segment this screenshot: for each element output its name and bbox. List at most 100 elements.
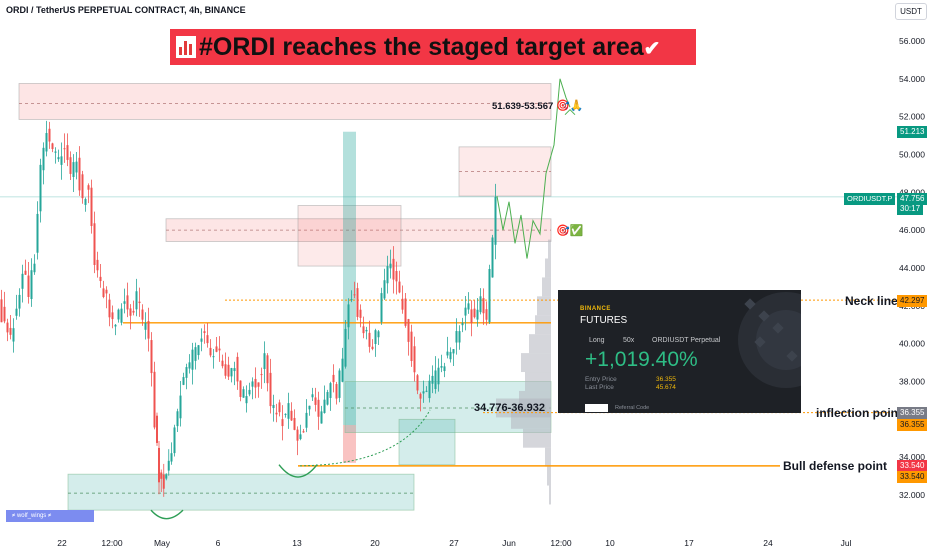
candle-body (356, 288, 359, 317)
candle-body (314, 397, 317, 405)
candle-body (485, 309, 488, 320)
candle-body (398, 281, 401, 293)
double-bottom-arc-1 (150, 509, 184, 520)
candle-body (147, 321, 150, 339)
resistance-box (297, 205, 402, 267)
candle-body (482, 298, 485, 314)
y-tick-label: 38.000 (899, 376, 925, 386)
inflection-price-tag: 36.355 (897, 407, 928, 419)
candle-body (0, 299, 3, 323)
candle-body (156, 415, 158, 443)
candle-body (347, 304, 350, 328)
volume-profile (496, 239, 551, 505)
chart-zones (18, 83, 552, 511)
volume-bar (523, 428, 551, 448)
candle-body (344, 328, 347, 367)
candle-body (57, 157, 60, 160)
candle-body (323, 399, 326, 413)
candle-body (153, 371, 156, 428)
inflection-label: inflection point (816, 406, 902, 420)
candle-body (200, 338, 203, 342)
card-decoration-icon (738, 292, 801, 388)
card-last-value: 45.674 (656, 384, 676, 391)
y-tick-label: 32.000 (899, 490, 925, 500)
projection-line (496, 78, 571, 259)
candle-body (350, 299, 353, 301)
candle-body (15, 308, 18, 316)
author-watermark: ≠ wolf_wings ≠ (6, 510, 94, 522)
candle-body (281, 419, 284, 427)
candle-body (467, 303, 470, 310)
candle-body (48, 128, 51, 142)
candle-body (254, 378, 257, 388)
card-brand: BINANCE (580, 306, 611, 312)
card-entry-value: 36.355 (656, 376, 676, 383)
x-tick-label: Jul (840, 538, 852, 548)
candle-body (132, 310, 135, 313)
candle-body (284, 413, 287, 415)
support-zone-label: 34.776-36.932 (474, 402, 545, 414)
candle-body (129, 308, 132, 316)
candle-body (167, 460, 170, 471)
candle-body (338, 370, 341, 398)
candle-body (329, 383, 332, 398)
candle-body (470, 309, 473, 324)
candle-body (257, 382, 260, 387)
volume-bar (545, 447, 551, 467)
candle-body (278, 402, 281, 413)
currency-button[interactable]: USDT (895, 3, 927, 20)
candle-body (179, 395, 182, 419)
candle-body (176, 411, 179, 427)
candle-body (353, 294, 356, 296)
bull-defense-label: Bull defense point (783, 459, 888, 473)
candle-body (150, 340, 153, 374)
volume-bar (547, 466, 551, 486)
target-icons: 🎯🙏 (556, 100, 584, 112)
card-last-label: Last Price (585, 384, 614, 391)
candle-body (299, 434, 302, 440)
midzone-icons: 🎯✅ (556, 225, 584, 237)
candle-body (365, 329, 368, 332)
candle-body (69, 157, 72, 174)
candle-body (224, 364, 227, 376)
candle-body (239, 380, 242, 397)
candle-body (473, 308, 476, 318)
binance-pnl-card: BINANCE FUTURES Long 50x ORDIUSDT Perpet… (558, 290, 801, 413)
projection-path (496, 78, 576, 259)
candle-body (111, 312, 114, 320)
candlestick-series (0, 120, 497, 497)
x-tick-label: 6 (215, 538, 221, 548)
candle-body (105, 289, 108, 294)
candle-body (446, 351, 449, 356)
candle-body (311, 394, 314, 398)
x-tick-label: 12:00 (101, 538, 123, 548)
candle-body (9, 327, 12, 335)
candle-body (386, 266, 389, 284)
candle-body (236, 356, 239, 382)
candle-body (368, 332, 371, 347)
candle-body (443, 366, 446, 372)
volume-bar (521, 353, 551, 373)
bar-chart-icon (176, 36, 196, 58)
candle-body (117, 309, 120, 320)
x-tick-label: 24 (763, 538, 773, 548)
x-tick-label: 22 (57, 538, 67, 548)
card-leverage: 50x (623, 337, 635, 344)
candle-body (377, 331, 380, 338)
candle-body (141, 309, 144, 320)
y-tick-label: 50.000 (899, 149, 925, 159)
candle-body (90, 187, 93, 227)
volume-bar (519, 390, 551, 410)
price-tag-upper: 51.213 (897, 126, 928, 138)
candle-body (431, 375, 434, 384)
candle-body (362, 326, 365, 334)
card-symbol: ORDIUSDT Perpetual (652, 337, 721, 344)
volume-bar (535, 315, 551, 335)
candle-body (138, 301, 141, 304)
candle-body (212, 356, 215, 358)
candle-body (96, 259, 99, 271)
candle-body (389, 263, 392, 269)
candle-body (120, 308, 123, 323)
candle-body (215, 346, 218, 352)
neck-price-tag: 42.297 (897, 295, 928, 307)
